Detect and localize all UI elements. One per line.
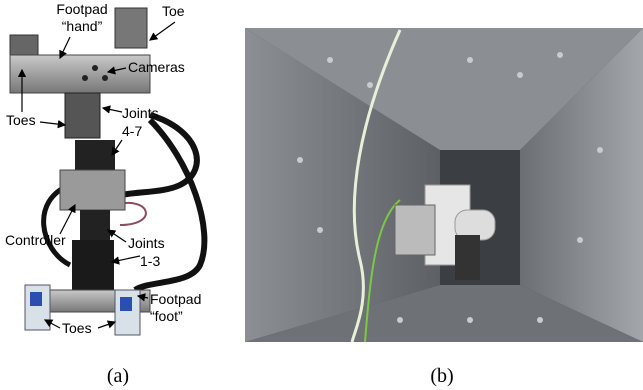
arrow: [150, 22, 175, 40]
corridor-photo: [245, 28, 643, 342]
arrow: [40, 122, 65, 125]
label: Footpad: [56, 1, 107, 17]
caption: (a): [107, 365, 129, 387]
arrow: [98, 322, 115, 328]
caption: (b): [430, 365, 453, 387]
figure: Footpad “hand” Toe Cameras Toes Joints 4…: [0, 0, 643, 390]
label: Controller: [5, 232, 66, 248]
label: Toes: [6, 112, 36, 128]
arrow: [103, 108, 122, 112]
label: “hand”: [62, 18, 103, 34]
label: Joints: [128, 235, 165, 251]
robot-photo: [10, 8, 204, 335]
label: 1-3: [140, 253, 160, 269]
label: Cameras: [128, 59, 185, 75]
label: Toes: [62, 320, 92, 336]
arrow: [112, 256, 140, 262]
label: Toe: [162, 3, 185, 19]
label: 4-7: [122, 123, 142, 139]
label: Footpad: [150, 291, 201, 307]
label: “foot”: [150, 308, 183, 324]
label: Joints: [122, 105, 159, 121]
